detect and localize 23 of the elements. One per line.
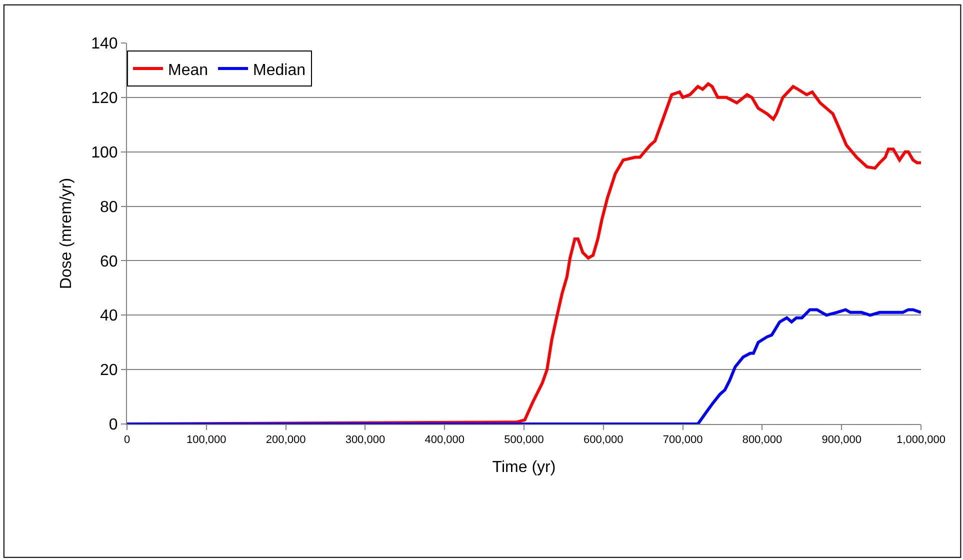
x-tick-label: 0 (124, 434, 130, 446)
y-tick-label: 140 (91, 36, 118, 53)
y-tick-label: 80 (100, 198, 118, 216)
y-tick-label: 100 (91, 144, 118, 162)
x-tick-label: 900,000 (822, 434, 862, 446)
x-tick-label: 800,000 (742, 434, 782, 446)
y-tick-label: 40 (100, 308, 118, 325)
x-tick-label: 700,000 (662, 434, 703, 446)
x-tick-label: 600,000 (584, 434, 624, 446)
legend-label: Median (253, 62, 306, 79)
x-tick-label: 200,000 (266, 434, 306, 446)
x-tick-label: 400,000 (424, 434, 464, 446)
x-tick-label: 100,000 (186, 434, 226, 446)
y-tick-label: 120 (91, 90, 118, 108)
x-tick-label: 500,000 (504, 434, 544, 446)
y-tick-label: 0 (108, 416, 118, 434)
y-tick-label: 60 (100, 253, 118, 270)
y-tick-label: 20 (100, 362, 118, 380)
x-tick-label: 1,000,000 (896, 434, 946, 446)
y-axis-title: Dose (mrem/yr) (58, 178, 75, 290)
x-axis-title: Time (yr) (492, 458, 556, 476)
x-tick-label: 300,000 (345, 434, 386, 446)
legend-label: Mean (168, 62, 208, 79)
